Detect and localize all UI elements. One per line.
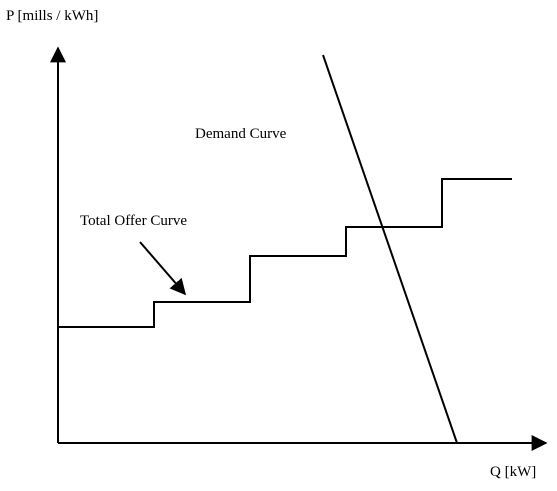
offer-label: Total Offer Curve bbox=[80, 213, 187, 229]
offer-curve bbox=[58, 178, 512, 328]
offer-pointer bbox=[139, 241, 187, 296]
y-axis-label: P [mills / kWh] bbox=[6, 8, 98, 24]
x-axis-label: Q [kW] bbox=[490, 464, 536, 480]
demand-label: Demand Curve bbox=[195, 126, 287, 142]
demand-curve bbox=[322, 54, 458, 444]
